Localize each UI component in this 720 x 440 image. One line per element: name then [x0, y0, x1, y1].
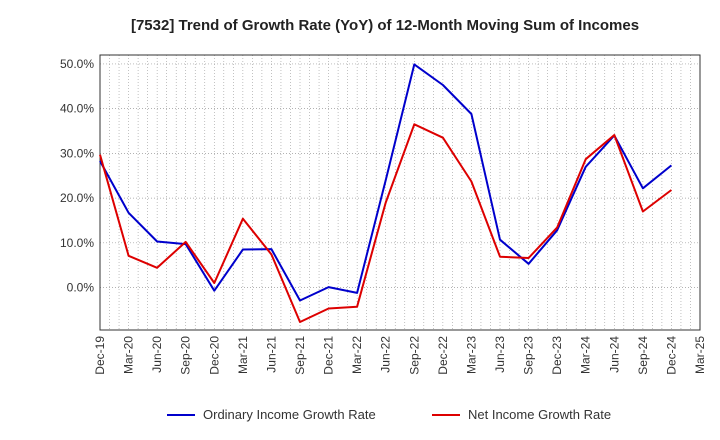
series-line-2 — [99, 123, 673, 323]
x-tick-label: Jun-21 — [264, 336, 278, 373]
plot-area-frame — [99, 54, 701, 331]
x-tick-label: Dec-21 — [322, 336, 336, 375]
y-tick-label: 20.0% — [60, 191, 94, 205]
x-tick-label: Dec-24 — [664, 336, 678, 375]
x-tick-label: Mar-23 — [464, 336, 478, 374]
y-tick-label: 10.0% — [60, 236, 94, 250]
x-tick-label: Dec-20 — [207, 336, 221, 375]
x-tick-label: Jun-23 — [493, 336, 507, 373]
x-tick-label: Sep-20 — [179, 336, 193, 375]
chart-title: [7532] Trend of Growth Rate (YoY) of 12-… — [131, 17, 639, 34]
x-tick-label: Jun-22 — [379, 336, 393, 373]
series-line-1 — [99, 63, 673, 302]
x-tick-label: Sep-23 — [522, 336, 536, 375]
x-tick-label: Mar-20 — [122, 336, 136, 374]
y-tick-label: 50.0% — [60, 57, 94, 71]
x-tick-label: Sep-24 — [636, 336, 650, 375]
x-tick-label: Mar-25 — [693, 336, 707, 374]
legend-label-2: Net Income Growth Rate — [468, 407, 611, 422]
x-tick-label: Mar-22 — [350, 336, 364, 374]
series-lines — [99, 63, 673, 323]
y-tick-label: 40.0% — [60, 102, 94, 116]
x-axis-ticks: Dec-19 Mar-20 Jun-20 Sep-20 Dec-20 Mar-21 Jun-… — [93, 336, 707, 375]
x-tick-label: Dec-22 — [436, 336, 450, 375]
x-tick-label: Mar-21 — [236, 336, 250, 374]
x-tick-label: Dec-19 — [93, 336, 107, 375]
y-tick-label: 30.0% — [60, 146, 94, 160]
legend-label-1: Ordinary Income Growth Rate — [203, 407, 376, 422]
y-tick-label: 0.0% — [67, 281, 95, 295]
x-tick-label: Sep-22 — [407, 336, 421, 375]
y-axis-ticks: 0.0% 10.0% 20.0% 30.0% 40.0% 50.0% — [60, 57, 94, 295]
x-tick-label: Jun-20 — [150, 336, 164, 373]
x-tick-label: Dec-23 — [550, 336, 564, 375]
x-tick-label: Jun-24 — [607, 336, 621, 373]
x-tick-label: Sep-21 — [293, 336, 307, 375]
legend: Ordinary Income Growth Rate Net Income Gr… — [167, 407, 611, 422]
x-tick-label: Mar-24 — [579, 336, 593, 374]
grid — [100, 55, 700, 330]
